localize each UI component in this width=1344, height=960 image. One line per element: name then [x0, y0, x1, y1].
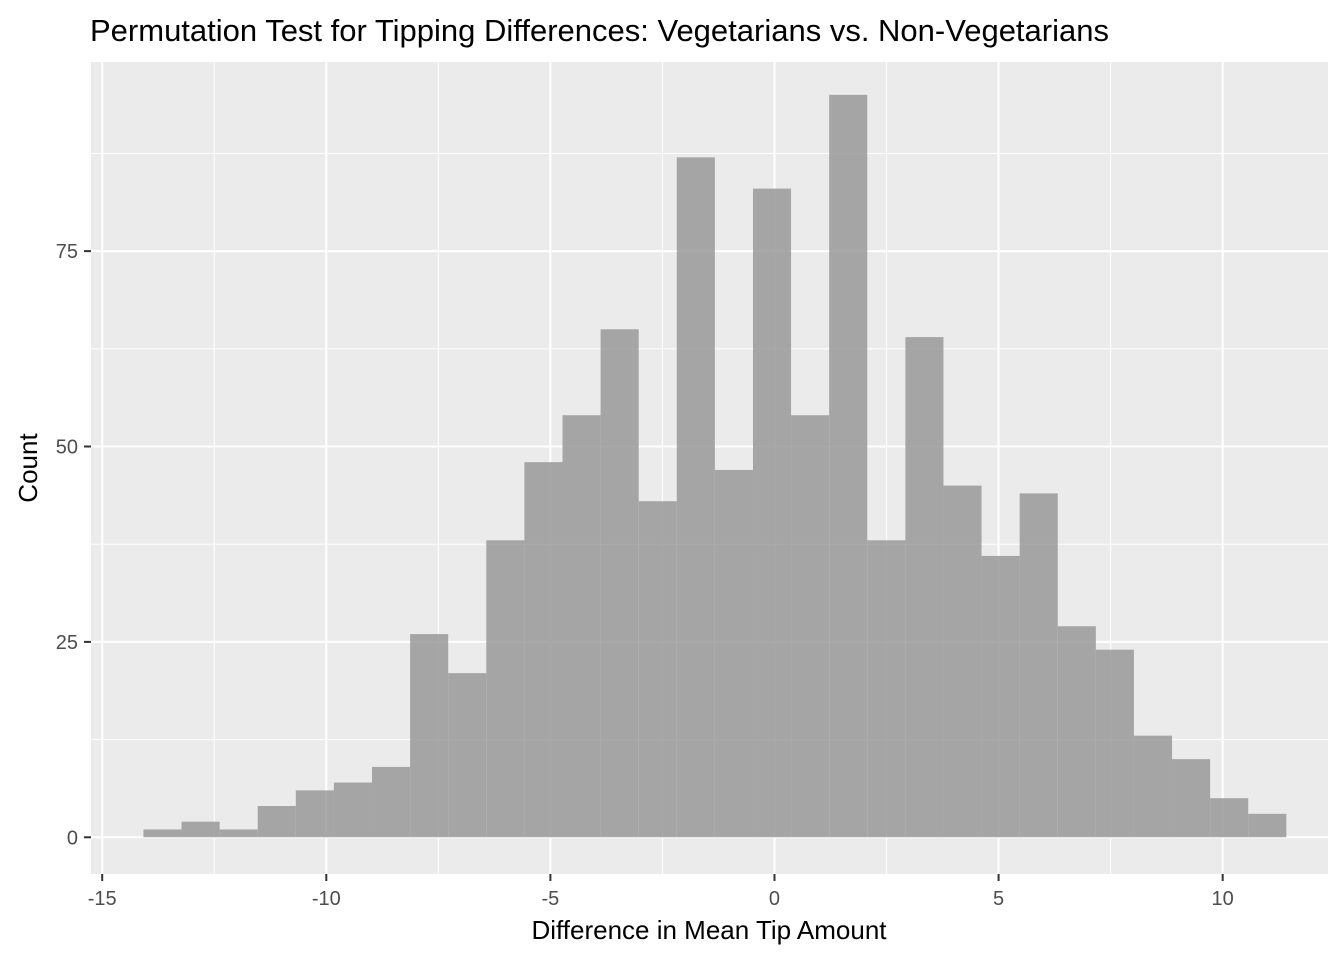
histogram-bar	[638, 501, 677, 838]
x-tick-label: -10	[312, 888, 341, 910]
histogram-bar	[1019, 493, 1058, 838]
histogram-bar	[600, 329, 639, 838]
chart-title: Permutation Test for Tipping Differences…	[90, 13, 1109, 48]
histogram-bar	[181, 821, 220, 838]
histogram-bar	[372, 766, 411, 838]
x-tick-label: 0	[769, 888, 780, 910]
x-tick-label: -5	[541, 888, 559, 910]
histogram-bar	[943, 485, 982, 838]
histogram-bar	[257, 806, 296, 838]
y-axis: 0 25 50 75	[56, 241, 91, 849]
y-tick-label: 75	[56, 241, 78, 263]
histogram-bar	[905, 337, 944, 838]
histogram-bar	[714, 469, 753, 838]
histogram-bar	[1210, 798, 1249, 838]
major-grid	[91, 62, 1328, 874]
x-axis-label: Difference in Mean Tip Amount	[531, 915, 887, 945]
y-tick-label: 50	[56, 437, 78, 459]
histogram-bar	[1095, 649, 1134, 838]
histogram-bar	[1133, 735, 1173, 838]
histogram-bar	[981, 555, 1020, 838]
x-tick-label: 5	[993, 888, 1004, 910]
histogram-bar	[486, 540, 525, 838]
histogram-bar	[676, 157, 715, 838]
bars	[143, 94, 1287, 838]
y-axis-label: Count	[13, 433, 43, 503]
histogram-bar	[219, 829, 258, 838]
x-tick-label: -15	[88, 888, 117, 910]
x-axis: -15 -10 -5 0 5 10	[88, 874, 1234, 910]
histogram-bar	[1057, 626, 1096, 838]
x-tick-label: 10	[1212, 888, 1234, 910]
histogram-bar	[752, 188, 792, 838]
histogram-bar	[295, 790, 334, 838]
histogram-bar	[333, 782, 373, 838]
histogram-bar	[791, 415, 830, 838]
histogram-bar	[448, 673, 487, 838]
histogram-bar	[1172, 759, 1211, 838]
histogram-bar	[524, 462, 563, 838]
y-tick-label: 0	[67, 827, 78, 849]
histogram-bar	[562, 415, 601, 838]
histogram-bar	[410, 634, 449, 838]
histogram-bar	[1248, 813, 1287, 838]
y-tick-label: 25	[56, 632, 78, 654]
histogram-bar	[143, 829, 182, 838]
histogram-bar	[867, 540, 906, 838]
histogram-bar	[829, 94, 868, 838]
